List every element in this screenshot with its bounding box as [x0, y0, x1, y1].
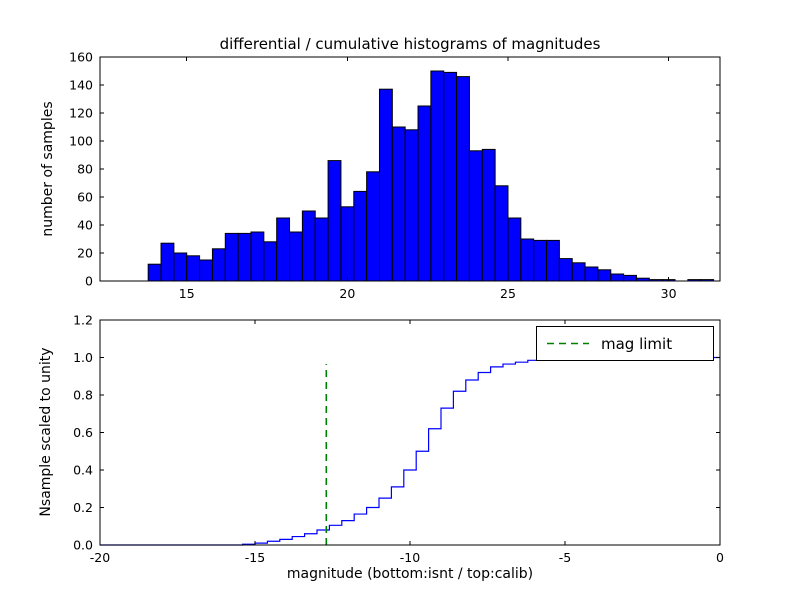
y-tick-label: 100	[69, 134, 93, 149]
x-tick-label: 0	[716, 550, 724, 565]
y-tick-label: 0.2	[73, 500, 93, 515]
y-tick-label: 0.8	[73, 388, 93, 403]
top-histogram-plot: 15 20 25 30 0 20 40 60 80 100 120 140 160	[69, 50, 721, 301]
y-tick-label: 1.0	[73, 350, 93, 365]
y-tick-label: 0.6	[73, 425, 93, 440]
y-tick-label: 40	[77, 218, 93, 233]
legend-label: mag limit	[601, 335, 672, 353]
top-ylabel: number of samples	[40, 101, 56, 236]
y-tick-label: 80	[77, 162, 93, 177]
figure-title: differential / cumulative histograms of …	[220, 35, 601, 53]
bottom-ylabel: Nsample scaled to unity	[38, 347, 54, 516]
x-tick-label: -5	[559, 550, 571, 565]
y-tick-label: 0.4	[73, 463, 93, 478]
y-tick-label: 0	[85, 274, 93, 289]
y-tick-label: 140	[69, 78, 93, 93]
bottom-xlabel: magnitude (bottom:isnt / top:calib)	[287, 566, 533, 582]
x-tick-label: 15	[179, 286, 195, 301]
x-tick-label: 20	[339, 286, 355, 301]
x-tick-label: 25	[500, 286, 516, 301]
legend: mag limit	[536, 326, 714, 361]
y-tick-label: 20	[77, 246, 93, 261]
y-tick-label: 120	[69, 106, 93, 121]
y-tick-label: 0.0	[73, 538, 93, 553]
y-tick-label: 1.2	[73, 313, 93, 328]
histogram-bars	[147, 70, 715, 282]
x-tick-label: -10	[400, 550, 420, 565]
x-tick-label: -15	[245, 550, 265, 565]
y-tick-label: 160	[69, 50, 93, 65]
x-tick-label: 30	[661, 286, 677, 301]
x-tick-label: -20	[90, 550, 110, 565]
y-tick-label: 60	[77, 190, 93, 205]
